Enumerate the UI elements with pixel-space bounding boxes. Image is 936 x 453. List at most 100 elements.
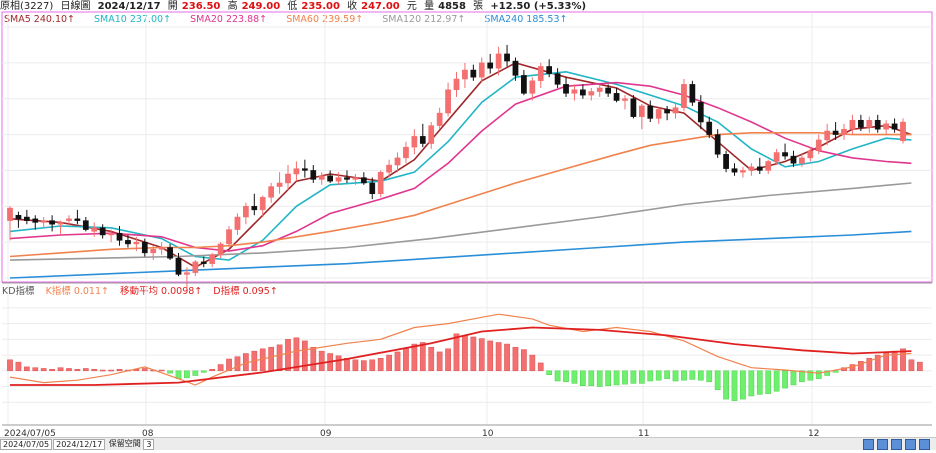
histogram-bar — [546, 370, 553, 375]
stock-name[interactable]: 原相(3227) — [0, 1, 54, 12]
candle-body — [470, 69, 477, 78]
histogram-bar — [226, 358, 232, 372]
end-date-select[interactable]: 2024/12/17 — [53, 439, 106, 450]
volume-unit: 張 — [473, 1, 484, 12]
histogram-bar — [638, 370, 645, 384]
ma-line-sma10 — [9, 70, 912, 261]
candle-body — [748, 166, 755, 171]
candle-body — [82, 220, 89, 230]
candle-body — [445, 89, 451, 114]
histogram-bar — [318, 350, 325, 372]
candle-body — [167, 247, 173, 259]
candle-body — [571, 89, 578, 94]
histogram-bar — [916, 361, 923, 372]
candle-body — [782, 152, 788, 157]
candle-body — [756, 166, 763, 171]
candle-body — [91, 227, 98, 232]
histogram-bar — [832, 370, 839, 373]
candle-body — [462, 69, 468, 80]
histogram-bar — [377, 357, 384, 372]
histogram-bar — [866, 357, 873, 372]
scroll-left-icon[interactable] — [891, 439, 902, 450]
legend-d[interactable]: D指標 0.095↑ — [213, 286, 278, 297]
histogram-bar — [874, 354, 881, 372]
candle-body — [243, 206, 249, 218]
scroll-right-icon[interactable] — [905, 439, 916, 450]
histogram-bar — [647, 370, 654, 382]
candle-body — [799, 157, 805, 164]
legend-sma5[interactable]: SMA5 240.10↑ — [4, 14, 75, 25]
candle-body — [7, 207, 13, 221]
candle-body — [133, 241, 140, 245]
zoom-out-icon[interactable] — [877, 439, 888, 450]
histogram-bar — [655, 370, 662, 381]
legend-sma120[interactable]: SMA120 212.97↑ — [382, 14, 466, 25]
legend-sma10[interactable]: SMA10 237.00↑ — [94, 14, 172, 25]
reset-icon[interactable] — [919, 439, 930, 450]
histogram-bar — [116, 368, 123, 372]
histogram-bar — [293, 337, 300, 372]
candle-body — [335, 177, 342, 182]
histogram-bar — [99, 369, 106, 372]
candle-body — [386, 164, 392, 173]
histogram-bar — [740, 370, 746, 400]
quote-header: 原相(3227) 日線圖 2024/12/17 開 236.50 高 249.00 … — [0, 0, 936, 13]
histogram-bar — [563, 370, 569, 383]
low-label: 低 — [287, 1, 298, 12]
candle-body — [108, 232, 114, 236]
histogram-bar — [15, 361, 22, 372]
price-chart[interactable]: 2024/07/05 08 09 10 11 12 — [0, 0, 936, 437]
histogram-bar — [554, 370, 561, 382]
candle-body — [217, 243, 224, 255]
histogram-bar — [234, 356, 241, 372]
candle-body — [815, 139, 822, 151]
histogram-bar — [57, 367, 64, 372]
histogram-bar — [807, 370, 814, 381]
candle-body — [580, 89, 586, 96]
candle-body — [394, 157, 401, 166]
legend-sma240[interactable]: SMA240 185.53↑ — [484, 14, 568, 25]
histogram-bar — [7, 359, 13, 372]
ma-line-sma20 — [9, 81, 912, 252]
histogram-bar — [782, 370, 788, 389]
legend-ma[interactable]: 移動平均 0.0098↑ — [120, 286, 203, 297]
start-date-select[interactable]: 2024/07/05 — [0, 439, 53, 450]
candle-body — [554, 73, 561, 85]
candle-body — [740, 170, 746, 173]
x-label-09: 09 — [320, 429, 332, 437]
histogram-bar — [192, 370, 199, 376]
histogram-bar — [285, 339, 291, 372]
candle-body — [377, 171, 384, 194]
histogram-bar — [276, 344, 283, 372]
candle-body — [790, 155, 797, 164]
histogram-bar — [66, 368, 72, 372]
candle-body — [234, 216, 241, 230]
legend-sma20[interactable]: SMA20 223.88↑ — [190, 14, 268, 25]
histogram-bar — [40, 368, 47, 372]
histogram-bar — [765, 370, 772, 394]
histogram-bar — [200, 370, 207, 373]
indicator-legend: KD指標 K指標 0.011↑ 移動平均 0.0098↑ D指標 0.095↑ — [2, 286, 286, 298]
period-label[interactable]: 日線圖 — [60, 1, 91, 12]
zoom-in-icon[interactable] — [863, 439, 874, 450]
histogram-bar — [487, 340, 494, 372]
histogram-bar — [419, 342, 426, 372]
candle-body — [23, 216, 30, 221]
candle-body — [706, 121, 713, 135]
candle-body — [125, 240, 131, 245]
candle-body — [900, 121, 906, 142]
histogram-bar — [32, 367, 39, 372]
candle-body — [318, 175, 325, 180]
candle-body — [369, 182, 376, 194]
keep-space-input[interactable]: 3 — [143, 439, 155, 450]
candle-body — [478, 62, 485, 78]
volume-label: 量 — [424, 1, 435, 12]
close-label: 收 — [347, 1, 358, 12]
high-label: 高 — [227, 1, 238, 12]
histogram-bar — [858, 361, 864, 372]
histogram-bar — [335, 355, 342, 372]
legend-kd-title[interactable]: KD指標 — [2, 286, 35, 297]
legend-k[interactable]: K指標 0.011↑ — [45, 286, 109, 297]
candle-body — [672, 107, 679, 114]
histogram-bar — [209, 368, 216, 372]
